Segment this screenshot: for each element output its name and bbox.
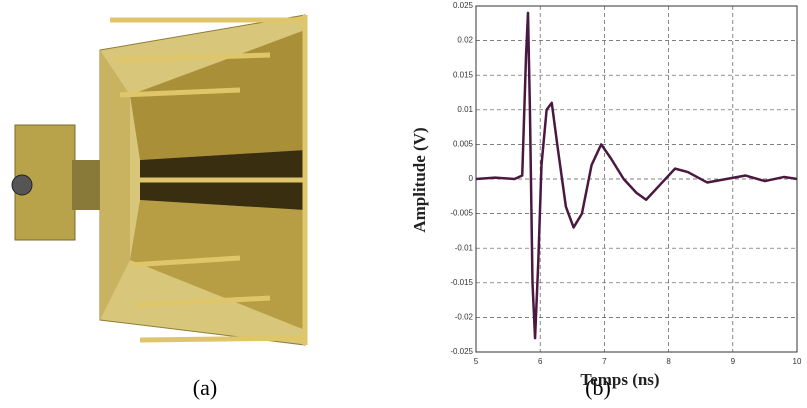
- x-axis-label: Temps (ns): [580, 370, 659, 389]
- plot: -0.025 -0.02 -0.015 -0.01 -0.005 0 0.005 0.01 0.…: [450, 1, 802, 366]
- x-tick-label: 8: [666, 357, 671, 366]
- caption: (b): [585, 375, 611, 400]
- y-tick-label: 0.015: [453, 70, 474, 79]
- x-tick-label: 6: [538, 357, 543, 366]
- caption: (a): [193, 375, 217, 400]
- x-tick-label: 7: [602, 357, 607, 366]
- y-axis-label: Amplitude (V): [410, 127, 429, 232]
- y-tick-label: 0.005: [453, 140, 474, 149]
- x-tick-label: 9: [731, 357, 736, 366]
- y-tick-label: -0.025: [450, 347, 473, 356]
- x-tick-label: 10: [793, 357, 802, 366]
- y-tick-label: -0.015: [450, 278, 473, 287]
- plot-frame: [475, 5, 798, 353]
- y-tick-label: 0.025: [453, 1, 474, 10]
- signal-line: [475, 11, 798, 340]
- antenna-photo: [11, 14, 308, 346]
- plot-area: [475, 5, 798, 353]
- y-tick-label: -0.01: [455, 243, 474, 252]
- y-tick-label: 0.01: [457, 105, 473, 114]
- x-tick-label: 5: [474, 357, 479, 366]
- y-tick-label: -0.005: [450, 209, 473, 218]
- y-tick-label: 0: [469, 174, 474, 183]
- y-tick-label: 0.02: [457, 36, 473, 45]
- y-tick-label: -0.02: [455, 313, 474, 322]
